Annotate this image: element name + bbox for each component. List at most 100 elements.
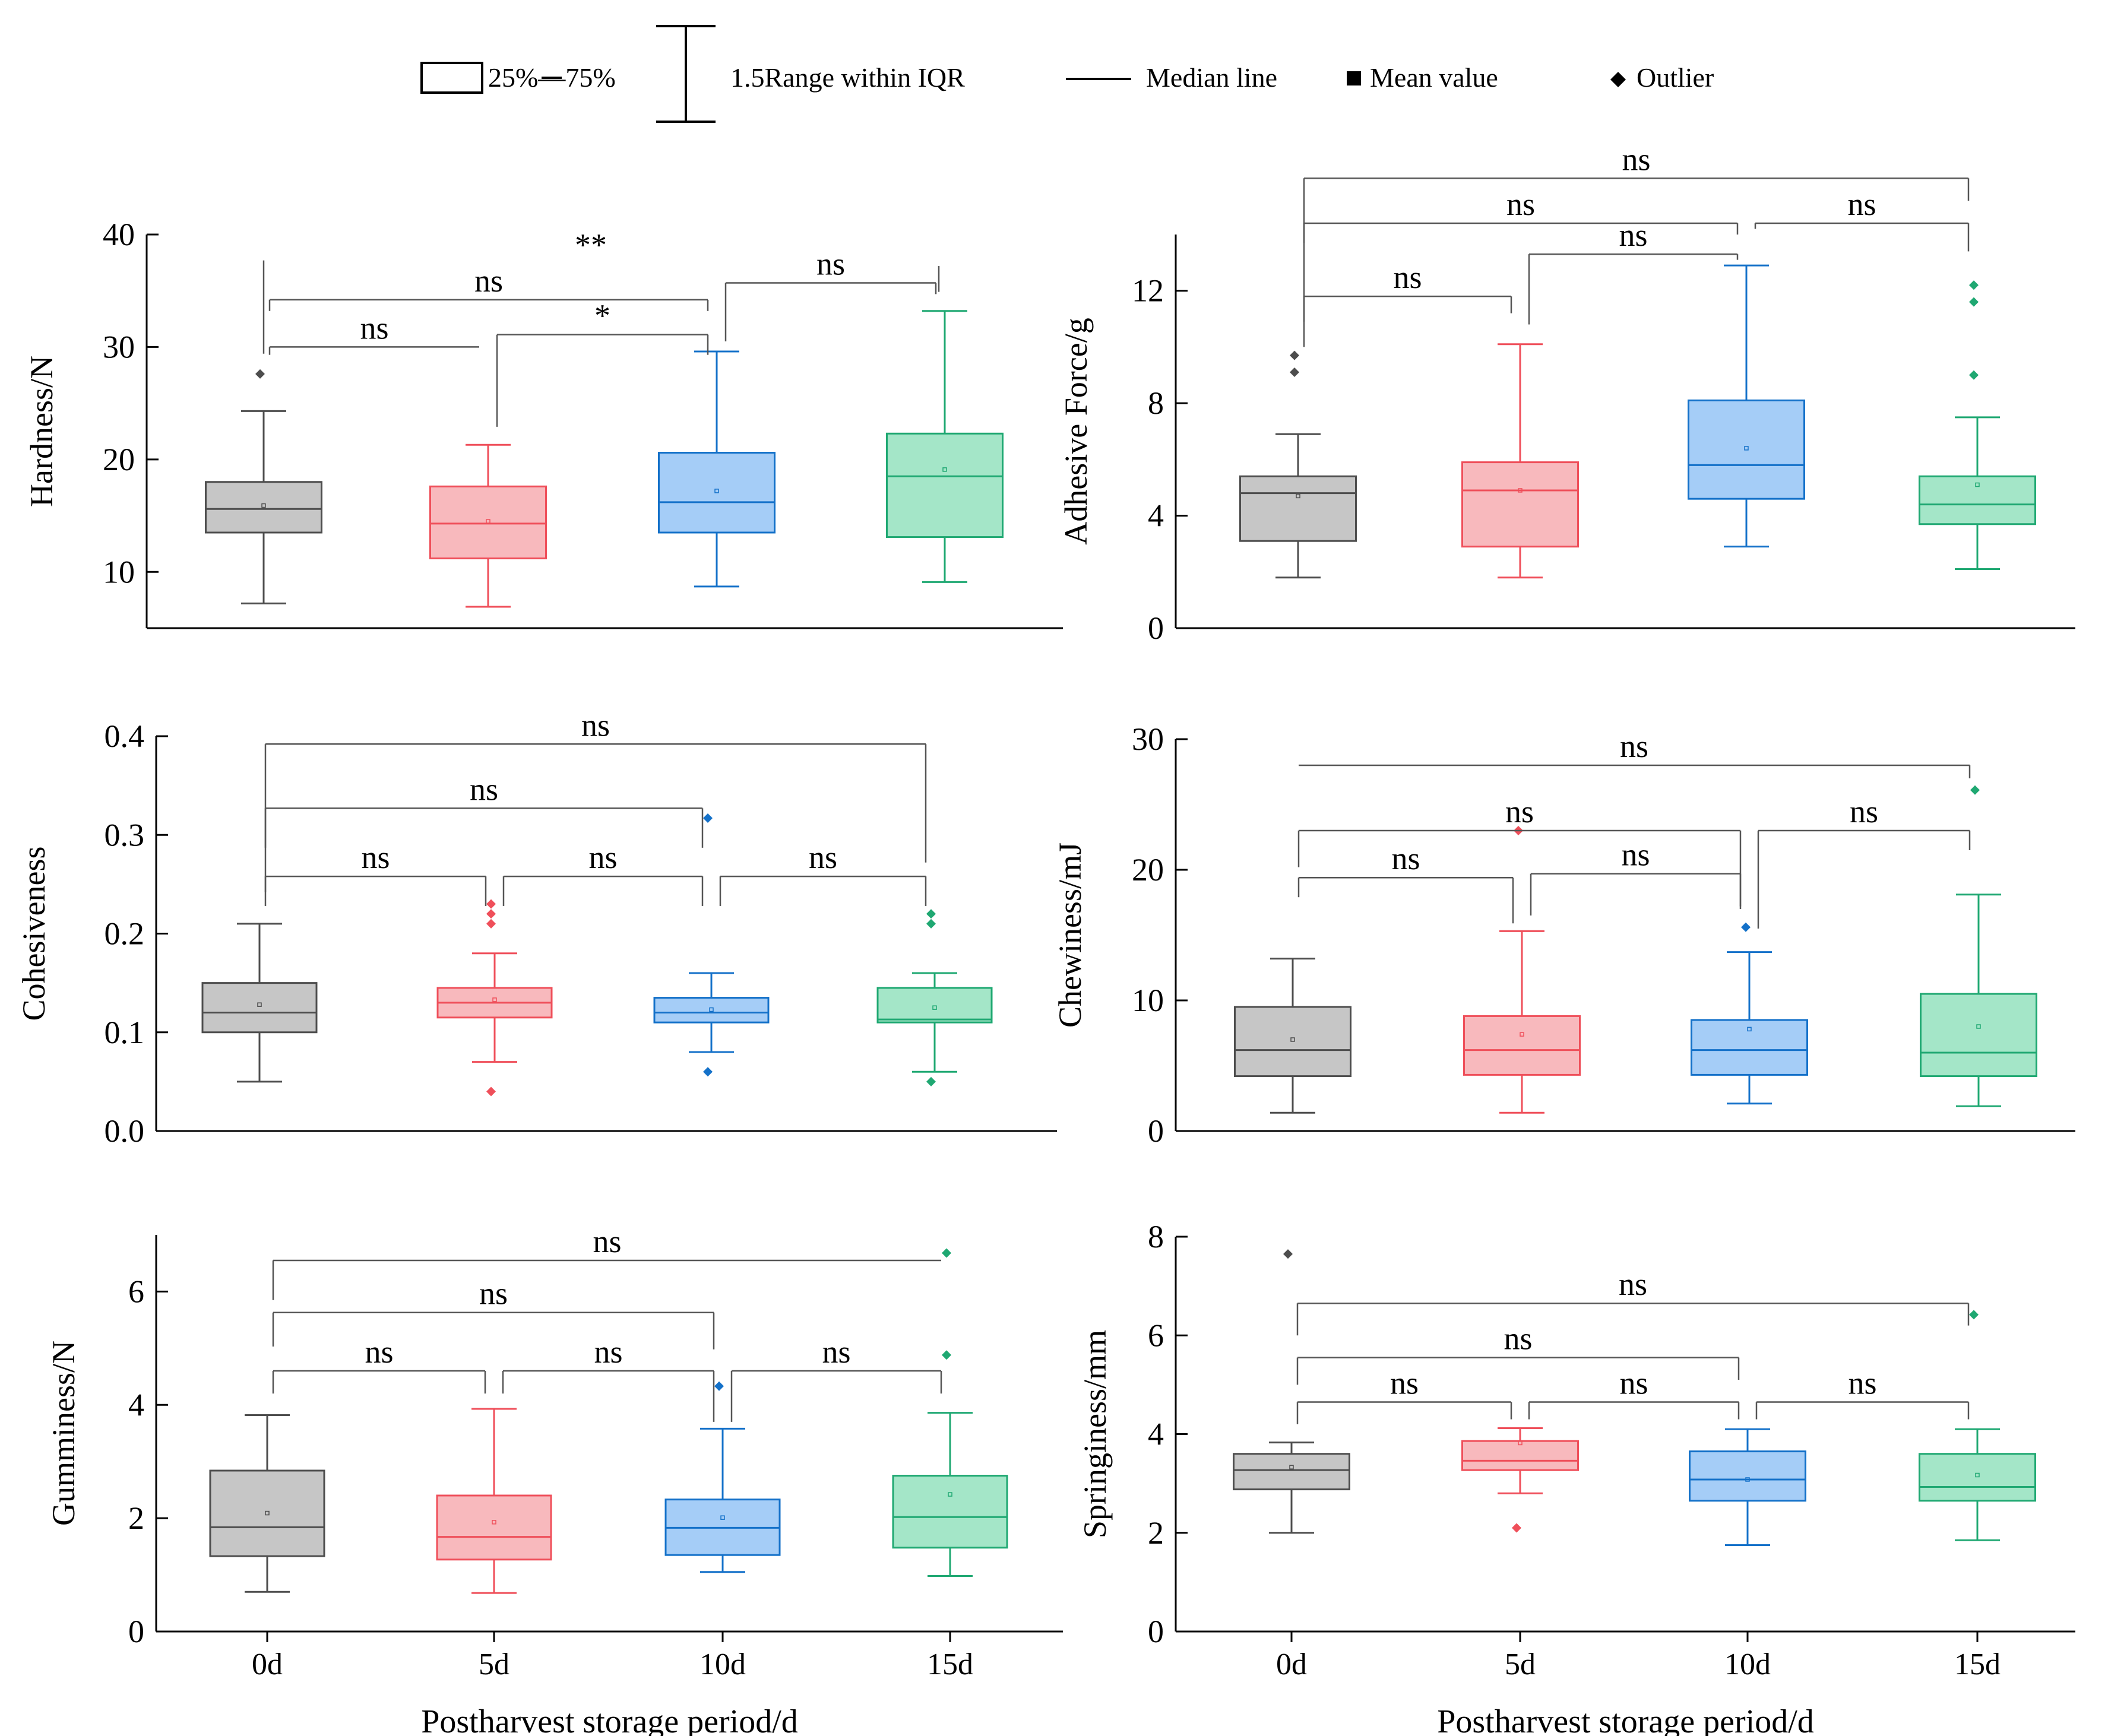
mean-marker xyxy=(265,1510,270,1516)
y-tick-label: 20 xyxy=(103,442,135,477)
box-5d xyxy=(436,1408,552,1594)
panel-middle-left: 0.0 0.1 0.2 0.3 0.4 Cohesiveness ns ns ns ns ns xyxy=(16,707,1057,1149)
y-tick-label: 0.4 xyxy=(105,718,145,754)
y-tick-label: 0.2 xyxy=(105,916,145,952)
outlier-marker xyxy=(1741,922,1751,932)
iqr-box xyxy=(436,1494,552,1561)
box-5d xyxy=(1461,1427,1579,1533)
significance-bracket: ns xyxy=(1299,728,1971,778)
significance-bracket: ns xyxy=(264,707,927,892)
significance-bracket: ns xyxy=(272,1276,715,1349)
outlier-marker xyxy=(255,369,265,379)
mean-marker xyxy=(1976,1024,1981,1029)
legend-median-label: Median line xyxy=(1146,62,1277,93)
iqr-box xyxy=(653,997,770,1024)
legend-box-swatch xyxy=(420,62,483,94)
significance-label: ns xyxy=(1391,841,1420,876)
significance-bracket: ns xyxy=(1528,1365,1740,1420)
significance-label: ns xyxy=(1620,728,1648,764)
outlier-marker xyxy=(1969,1310,1979,1320)
box-10d xyxy=(1689,1428,1806,1547)
significance-bracket: ns xyxy=(1296,1365,1512,1424)
significance-label: ns xyxy=(1390,1365,1419,1401)
mean-marker xyxy=(714,489,719,493)
iqr-box xyxy=(1461,1440,1579,1471)
y-axis-label: Gumminess/N xyxy=(46,1341,81,1526)
significance-label: ns xyxy=(479,1276,508,1311)
mean-marker xyxy=(261,503,266,508)
significance-bracket: ** xyxy=(262,227,940,354)
iqr-box xyxy=(1463,1015,1581,1076)
y-tick-label: 8 xyxy=(1148,1219,1164,1255)
iqr-box xyxy=(876,987,993,1024)
panel-bottom-left: 0 2 4 6 Gumminess/N 0d 5d 10d 15d Postharvest sto… xyxy=(46,1224,1063,1736)
outlier-marker xyxy=(703,813,713,823)
x-tick-label: 15d xyxy=(1954,1648,2001,1681)
significance-bracket: ns xyxy=(1754,186,1970,252)
significance-bracket: ns xyxy=(502,840,704,906)
y-tick-label: 10 xyxy=(103,554,135,590)
mean-marker xyxy=(1975,482,1980,487)
significance-label: ns xyxy=(809,840,837,875)
significance-bracket: ns xyxy=(719,840,927,906)
x-tick-label: 5d xyxy=(1505,1648,1536,1681)
y-tick-label: 2 xyxy=(1148,1515,1164,1551)
outlier-marker xyxy=(714,1381,724,1391)
legend-whisker-label: 1.5Range within IQR xyxy=(730,62,965,93)
outlier-marker xyxy=(1512,1523,1521,1533)
y-tick-label: 2 xyxy=(128,1500,144,1536)
significance-label: ns xyxy=(1506,186,1535,222)
significance-bracket: ns xyxy=(1528,217,1739,325)
mean-marker xyxy=(1975,1472,1980,1478)
significance-label: ns xyxy=(361,840,390,875)
outlier-marker xyxy=(926,1076,936,1086)
y-tick-label: 0 xyxy=(1148,1614,1164,1649)
mean-marker xyxy=(492,997,497,1002)
mean-marker xyxy=(1290,1037,1295,1042)
mean-marker xyxy=(486,519,490,524)
significance-label: * xyxy=(594,298,610,334)
outlier-marker xyxy=(486,899,496,909)
y-axis-label: Cohesiveness xyxy=(16,847,52,1021)
significance-label: ns xyxy=(816,246,845,281)
y-tick-label: 20 xyxy=(1132,852,1164,888)
y-tick-label: 0 xyxy=(1148,610,1164,646)
x-tick-label: 10d xyxy=(1724,1648,1771,1681)
panel-middle-right: 0 10 20 30 Chewiness/mJ ns ns ns ns ns xyxy=(1052,721,2075,1149)
significance-bracket: ns xyxy=(272,1224,941,1300)
significance-bracket: ns xyxy=(1297,841,1514,924)
y-tick-label: 6 xyxy=(128,1274,144,1309)
legend-mean-label: Mean value xyxy=(1370,62,1498,93)
outlier-marker xyxy=(1969,370,1979,380)
significance-bracket: ns xyxy=(272,1334,486,1394)
iqr-box xyxy=(429,485,547,560)
y-tick-label: 6 xyxy=(1148,1317,1164,1353)
mean-marker xyxy=(709,1007,714,1012)
significance-bracket: ns xyxy=(502,1334,715,1422)
significance-bracket: ns xyxy=(1303,259,1512,347)
significance-label: ns xyxy=(822,1334,850,1370)
box-15d xyxy=(1919,1310,2036,1541)
mean-marker xyxy=(1518,1440,1523,1446)
iqr-box xyxy=(1461,461,1579,548)
significance-label: ns xyxy=(1505,794,1534,829)
significance-label: ns xyxy=(1847,186,1876,222)
significance-label: ns xyxy=(588,840,617,875)
iqr-box xyxy=(201,982,318,1034)
significance-label: ns xyxy=(1622,141,1650,177)
outlier-marker xyxy=(1970,785,1980,795)
iqr-box xyxy=(886,432,1004,538)
legend-outlier-label: Outlier xyxy=(1637,62,1714,93)
outlier-marker xyxy=(1283,1249,1293,1259)
y-axis-label: Springiness/mm xyxy=(1077,1330,1113,1538)
box-15d xyxy=(876,909,993,1086)
box-0d xyxy=(201,923,318,1083)
significance-label: ns xyxy=(474,263,503,299)
box-0d xyxy=(1239,350,1357,579)
mean-marker xyxy=(948,1492,952,1497)
y-axis-label: Chewiness/mJ xyxy=(1052,842,1088,1028)
significance-bracket: ns xyxy=(1303,186,1739,322)
box-5d xyxy=(1463,826,1581,1114)
significance-label: ns xyxy=(365,1334,393,1370)
